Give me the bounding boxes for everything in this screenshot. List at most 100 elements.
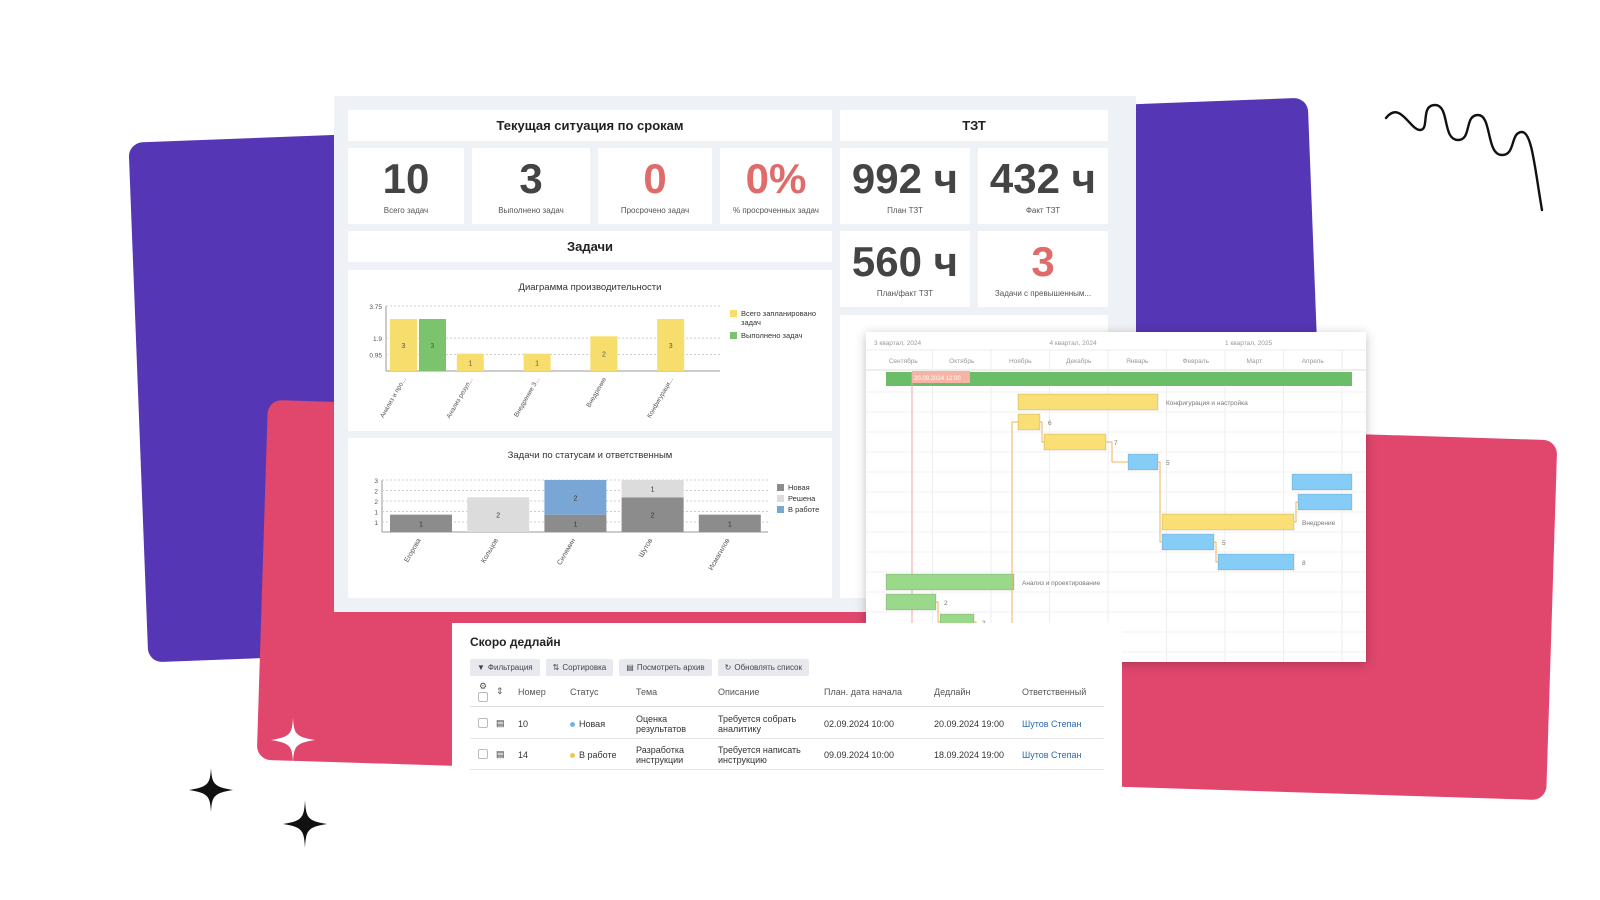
performance-chart-svg: 3.75 1.9 0.95 3 3 Анализ и про... 1 Анализ резу… bbox=[369, 304, 816, 420]
button-label: Фильтрация bbox=[487, 663, 533, 672]
chart-title: Задачи по статусам и ответственным bbox=[507, 450, 673, 461]
legend-label: В работе bbox=[788, 505, 819, 514]
select-all-checkbox[interactable] bbox=[478, 692, 488, 702]
month-label: Март bbox=[1246, 358, 1262, 365]
button-label: Обновлять список bbox=[734, 663, 803, 672]
legend-label: Новая bbox=[788, 483, 810, 492]
today-badge bbox=[912, 371, 970, 383]
performance-chart: Диаграмма производительности 3.75 1.9 0.95… bbox=[348, 270, 832, 431]
legend-swatch bbox=[730, 332, 737, 339]
col-header[interactable]: Номер bbox=[518, 686, 546, 697]
x-tick-label: Шутов bbox=[638, 537, 655, 559]
sort-toggle-icon[interactable]: ⇕ bbox=[496, 686, 504, 696]
bar-segment bbox=[390, 514, 452, 532]
col-header[interactable]: Дедлайн bbox=[934, 686, 971, 697]
bar bbox=[390, 319, 417, 371]
gantt-task-label: 2 bbox=[944, 600, 948, 607]
archive-icon: ▤ bbox=[626, 663, 634, 672]
bar-segment bbox=[544, 480, 607, 515]
table-row[interactable]: ▤ 14 В работе Разработка инструкции Треб… bbox=[470, 740, 1104, 770]
bar-value-label: 3 bbox=[402, 343, 406, 350]
gear-icon[interactable]: ⚙ bbox=[478, 681, 488, 691]
filter-button[interactable]: ▼ Фильтрация bbox=[470, 659, 540, 676]
bar-segment bbox=[698, 514, 761, 532]
bar-value-label: 1 bbox=[573, 521, 577, 528]
gantt-task-bar bbox=[885, 593, 937, 611]
button-label: Сортировка bbox=[562, 663, 607, 672]
deadline-table-panel: Скоро дедлайн ▼ Фильтрация ⇅ Сортировка ▤ П… bbox=[452, 623, 1122, 788]
gantt-task-label: 6 bbox=[1048, 420, 1052, 427]
bar-value-label: 2 bbox=[602, 352, 606, 359]
cell-description: Требуется написать инструкцию bbox=[718, 744, 801, 765]
dependency-connector bbox=[1294, 501, 1298, 523]
cell-start-date: 02.09.2024 10:00 bbox=[824, 718, 895, 729]
gantt-chart: 3 квартал, 2024 4 квартал, 2024 1 квартал,… bbox=[866, 332, 1366, 662]
cell-start-date: 09.09.2024 10:00 bbox=[824, 749, 895, 760]
month-label: Октябрь bbox=[949, 357, 975, 365]
legend-swatch bbox=[777, 506, 784, 513]
table-row[interactable]: ▤ 10 Новая Оценка результатов Требуется … bbox=[470, 709, 1104, 739]
legend-swatch bbox=[777, 495, 784, 502]
kpi-label: Просрочено задач bbox=[620, 205, 690, 215]
squiggle-doodle bbox=[1384, 103, 1544, 212]
x-tick-label: Конфигураци... bbox=[646, 376, 675, 419]
kpi-label: Факт ТЗТ bbox=[1025, 205, 1061, 215]
kpi-exceeded-tasks: 3 Задачи с превышенным... bbox=[978, 231, 1108, 307]
tzt-section-header: ТЗТ bbox=[840, 110, 1108, 141]
kpi-value: 3 bbox=[519, 154, 543, 202]
gantt-task-label: 5 bbox=[1166, 460, 1170, 467]
cell-owner-link[interactable]: Шутов Степан bbox=[1022, 718, 1082, 729]
y-tick-label: 2 bbox=[374, 489, 378, 496]
kpi-label: % просроченных задач bbox=[733, 205, 819, 215]
refresh-button[interactable]: ↻ Обновлять список bbox=[717, 659, 810, 676]
sort-button[interactable]: ⇅ Сортировка bbox=[545, 659, 614, 676]
tasks-section-header: Задачи bbox=[348, 231, 832, 262]
kpi-done-tasks: 3 Выполнено задач bbox=[472, 148, 590, 224]
bar-segment bbox=[544, 514, 607, 532]
kpi-value: 560 ч bbox=[851, 237, 959, 285]
gantt-task-label: 7 bbox=[1114, 440, 1118, 447]
cell-number: 10 bbox=[518, 718, 529, 729]
row-checkbox[interactable] bbox=[478, 717, 488, 728]
col-header[interactable]: Ответственный bbox=[1022, 686, 1087, 697]
status-chart-svg: 3 2 2 1 1 1 Егорова 2 Кольцов 1 2 Силямин 2 1 Шутов 1 Ис… bbox=[374, 478, 819, 572]
status-label: Новая bbox=[579, 718, 606, 729]
clipboard-icon[interactable]: ▤ bbox=[496, 718, 505, 728]
bar-segment bbox=[621, 497, 684, 532]
gantt-task-bar bbox=[1161, 533, 1215, 551]
bar-value-label: 1 bbox=[728, 521, 732, 528]
status-dot-icon bbox=[570, 721, 575, 727]
kpi-fact-tzt: 432 ч Факт ТЗТ bbox=[978, 148, 1108, 224]
cell-owner-link[interactable]: Шутов Степан bbox=[1022, 749, 1082, 760]
x-tick-label: Кольцов bbox=[480, 537, 500, 564]
kpi-plan-fact-tzt: 560 ч План/факт ТЗТ bbox=[840, 231, 970, 307]
gantt-task-label: Анализ и проектирование bbox=[1022, 580, 1101, 587]
x-tick-label: Внедрение З... bbox=[513, 376, 541, 418]
cell-topic: Оценка результатов bbox=[636, 713, 687, 734]
cell-status: В работе bbox=[570, 750, 636, 760]
x-tick-label: Егорова bbox=[404, 537, 423, 563]
col-header[interactable]: Тема bbox=[636, 686, 658, 697]
row-checkbox[interactable] bbox=[478, 748, 488, 759]
dependency-connector bbox=[1011, 421, 1018, 641]
x-tick-label: Анализ резул... bbox=[445, 376, 474, 420]
col-header[interactable]: Описание bbox=[718, 686, 760, 697]
sparkle-black-icon bbox=[189, 768, 233, 812]
gantt-task-label: 8 bbox=[1302, 560, 1306, 567]
bar-value-label: 3 bbox=[669, 343, 673, 350]
bar-value-label: 1 bbox=[468, 360, 472, 367]
dependency-connector bbox=[1106, 441, 1128, 463]
gantt-task-bar bbox=[1297, 493, 1353, 511]
col-header[interactable]: План. дата начала bbox=[824, 686, 903, 697]
bar bbox=[590, 336, 618, 371]
kpi-value: 3 bbox=[1031, 237, 1055, 285]
col-header[interactable]: Статус bbox=[570, 686, 599, 697]
month-label: Сентябрь bbox=[889, 357, 919, 365]
archive-button[interactable]: ▤ Посмотреть архив bbox=[619, 659, 712, 676]
kpi-plan-tzt: 992 ч План ТЗТ bbox=[840, 148, 970, 224]
bar-value-label: 3 bbox=[431, 343, 435, 350]
kpi-label: Выполнено задач bbox=[498, 205, 564, 215]
dependency-connector bbox=[1214, 541, 1218, 563]
clipboard-icon[interactable]: ▤ bbox=[496, 749, 505, 759]
